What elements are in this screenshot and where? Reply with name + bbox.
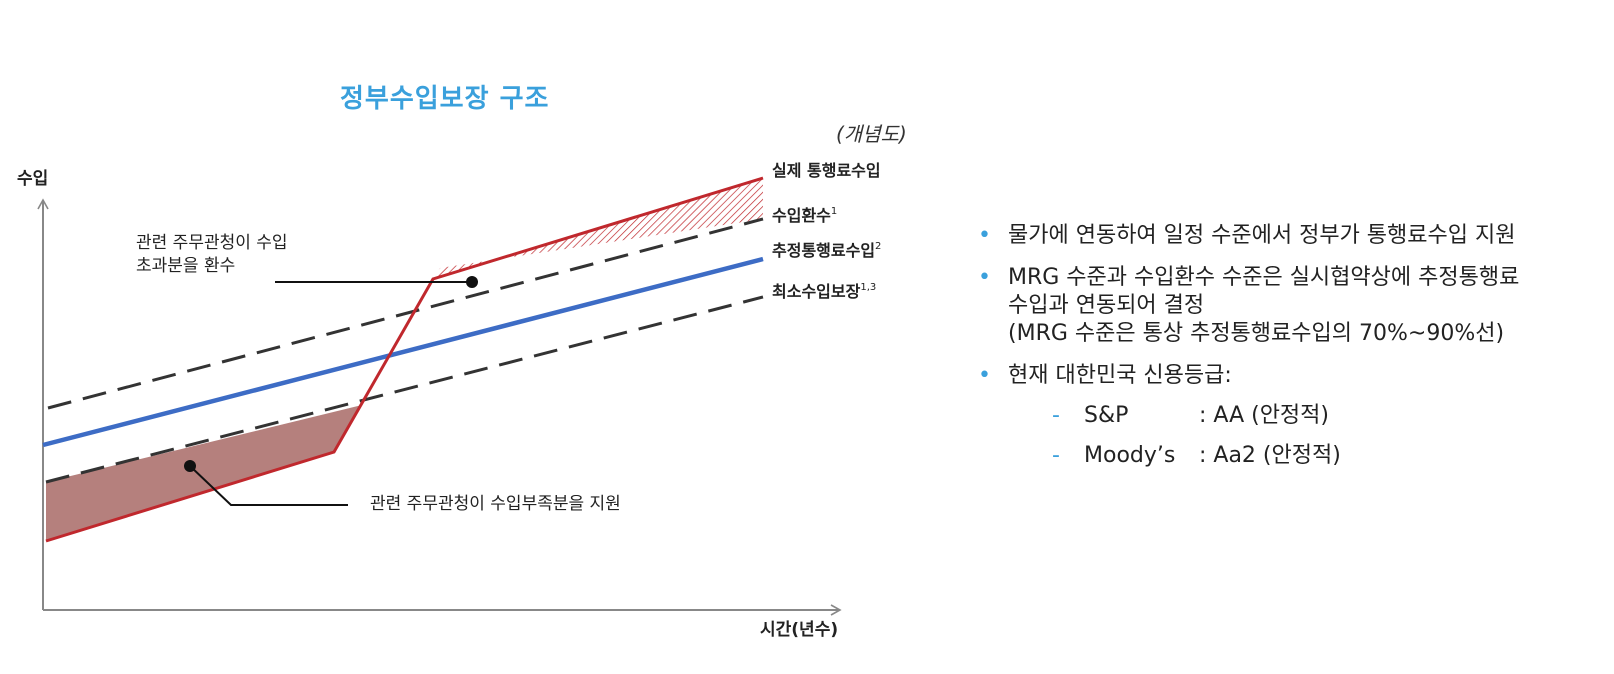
- info-bullet-3: • 현재 대한민국 신용등급: - S&P : AA (안정적) - Moody…: [978, 362, 1608, 470]
- support-marker: [184, 460, 196, 472]
- actual-revenue-line: [45, 176, 764, 543]
- dash-icon: -: [1052, 403, 1060, 428]
- revenue-guarantee-diagram: 수입 시간(년수) 실제 통행료수입 수입환수1 추정통행료수입2 최소수입보장…: [17, 161, 881, 640]
- x-axis-label: 시간(년수): [760, 620, 838, 640]
- concept-note: (개념도): [836, 122, 907, 146]
- minimum-guarantee-label: 최소수입보장1,3: [772, 282, 876, 301]
- estimated-revenue-line: [42, 256, 764, 448]
- support-leader: [189, 465, 348, 506]
- y-axis-label: 수입: [17, 169, 48, 189]
- minimum-guarantee-line: [45, 295, 764, 484]
- clawback-annotation-line2: 초과분을 환수: [136, 256, 235, 276]
- info-panel: • 물가에 연동하여 일정 수준에서 정부가 통행료수입 지원 • MRG 수준…: [978, 222, 1608, 484]
- bullet-dot-icon: •: [978, 363, 991, 388]
- chart-title: 정부수입보장 구조: [340, 84, 550, 114]
- actual-revenue-label: 실제 통행료수입: [772, 161, 881, 180]
- clawback-label: 수입환수1: [772, 206, 837, 225]
- estimated-revenue-label: 추정통행료수입2: [772, 241, 881, 260]
- support-area: [46, 405, 362, 541]
- clawback-line: [47, 217, 764, 410]
- rating-sp: - S&P : AA (안정적): [1052, 403, 1329, 428]
- bullet-dot-icon: •: [978, 265, 991, 290]
- info-bullet-2: • MRG 수준과 수입환수 수준은 실시협약상에 추정통행료 수입과 연동되어…: [978, 265, 1520, 346]
- rating-moodys: - Moody’s : Aa2 (안정적): [1052, 443, 1341, 468]
- clawback-annotation-line1: 관련 주무관청이 수입: [136, 233, 288, 253]
- support-annotation: 관련 주무관청이 수입부족분을 지원: [370, 494, 621, 514]
- bullet-dot-icon: •: [978, 223, 991, 248]
- dash-icon: -: [1052, 443, 1060, 468]
- info-bullet-1: • 물가에 연동하여 일정 수준에서 정부가 통행료수입 지원: [978, 223, 1516, 248]
- clawback-marker: [466, 276, 478, 288]
